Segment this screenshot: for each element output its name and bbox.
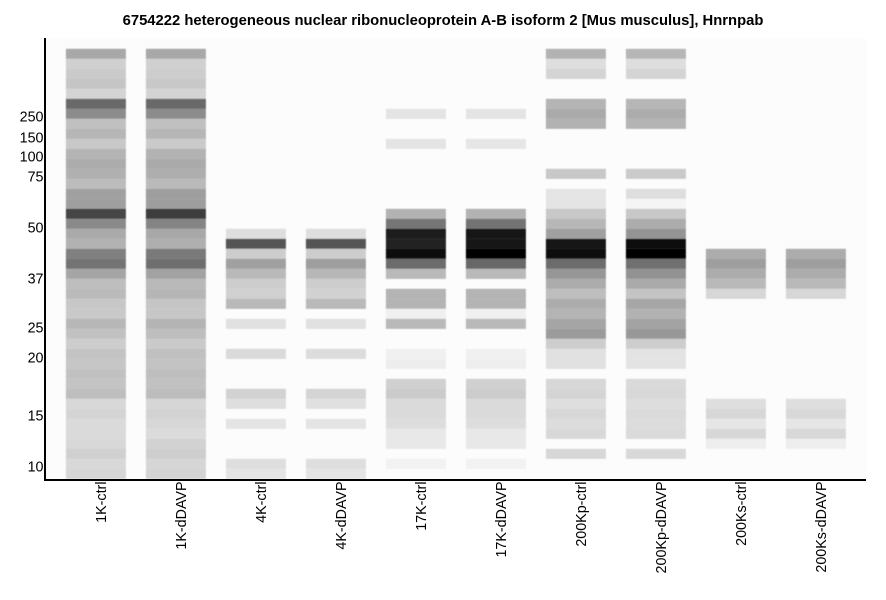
svg-text:17K-dDAVP: 17K-dDAVP <box>494 482 510 558</box>
svg-text:50: 50 <box>28 220 44 236</box>
svg-text:250: 250 <box>20 109 44 125</box>
svg-text:6754222 heterogeneous nuclear: 6754222 heterogeneous nuclear ribonucleo… <box>123 13 764 29</box>
svg-text:200Ks-ctrl: 200Ks-ctrl <box>734 482 750 546</box>
svg-text:15: 15 <box>28 408 44 424</box>
svg-text:10: 10 <box>28 459 44 475</box>
svg-text:25: 25 <box>28 320 44 336</box>
svg-text:20: 20 <box>28 350 44 366</box>
svg-text:37: 37 <box>28 271 44 287</box>
svg-text:200Kp-dDAVP: 200Kp-dDAVP <box>654 482 670 574</box>
svg-text:1K-dDAVP: 1K-dDAVP <box>174 482 190 550</box>
svg-text:150: 150 <box>20 130 44 146</box>
svg-text:200Kp-ctrl: 200Kp-ctrl <box>574 482 590 547</box>
svg-text:200Ks-dDAVP: 200Ks-dDAVP <box>814 482 830 573</box>
svg-text:4K-ctrl: 4K-ctrl <box>254 482 270 523</box>
svg-text:4K-dDAVP: 4K-dDAVP <box>334 482 350 550</box>
svg-text:75: 75 <box>28 169 44 185</box>
svg-text:100: 100 <box>20 149 44 165</box>
svg-text:1K-ctrl: 1K-ctrl <box>94 482 110 523</box>
svg-text:17K-ctrl: 17K-ctrl <box>414 482 430 531</box>
